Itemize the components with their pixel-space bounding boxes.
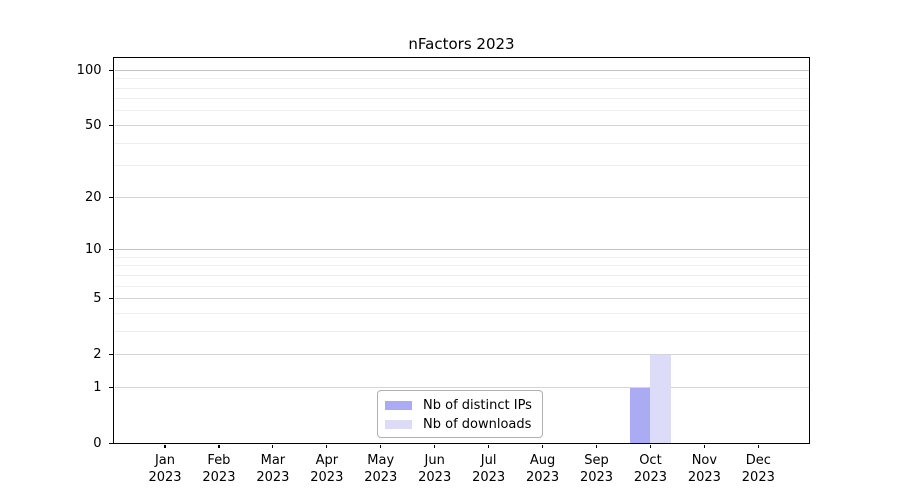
y-tick-label: 100	[76, 62, 102, 78]
x-tick	[488, 444, 490, 449]
x-tick-label: Aug 2023	[526, 453, 560, 485]
x-tick	[380, 444, 382, 449]
y-tick	[109, 69, 114, 71]
x-tick	[757, 444, 759, 449]
y-tick-label: 5	[93, 291, 102, 307]
legend-item-distinct-ips: Nb of distinct IPs	[378, 396, 542, 415]
x-tick-label: Jul 2023	[472, 453, 506, 485]
y-gridline-major	[114, 196, 809, 198]
y-tick-label: 2	[93, 347, 102, 363]
y-gridline-major	[114, 298, 809, 300]
y-gridline-minor	[114, 330, 809, 332]
y-tick	[109, 354, 114, 356]
x-tick-label: Apr 2023	[310, 453, 344, 485]
y-tick-label: 1	[93, 380, 102, 396]
y-tick-label: 10	[84, 242, 102, 258]
x-tick	[434, 444, 436, 449]
bar-nb-of-distinct-ips-oct-2023	[629, 387, 651, 444]
x-tick-label: Nov 2023	[687, 453, 721, 485]
x-tick	[164, 444, 166, 449]
x-tick	[272, 444, 274, 449]
y-gridline-minor	[114, 98, 809, 100]
y-gridline-major	[114, 387, 809, 389]
legend: Nb of distinct IPs Nb of downloads	[377, 390, 543, 438]
y-tick	[109, 298, 114, 300]
plot-area	[113, 57, 810, 444]
y-tick	[109, 443, 114, 445]
y-gridline-minor	[114, 78, 809, 80]
y-tick	[109, 124, 114, 127]
y-gridline-major	[114, 354, 809, 356]
y-tick	[109, 248, 114, 251]
y-gridline-major	[114, 124, 809, 126]
legend-label-downloads: Nb of downloads	[423, 417, 532, 432]
chart-title: nFactors 2023	[408, 35, 515, 53]
bar-nb-of-downloads-oct-2023	[650, 354, 672, 444]
y-gridline-minor	[114, 165, 809, 167]
y-gridline-minor	[114, 285, 809, 287]
x-tick	[595, 444, 598, 449]
legend-swatch-downloads-icon	[385, 419, 412, 430]
x-tick	[218, 444, 220, 449]
legend-label-distinct-ips: Nb of distinct IPs	[423, 398, 532, 413]
x-tick-label: May 2023	[364, 453, 398, 485]
y-tick	[109, 196, 114, 198]
y-gridline-minor	[114, 142, 809, 144]
y-tick	[109, 386, 114, 389]
y-gridline-minor	[114, 265, 809, 267]
y-gridline-minor	[114, 87, 809, 89]
y-tick-label: 20	[84, 189, 102, 205]
legend-item-downloads: Nb of downloads	[378, 415, 542, 434]
x-tick-label: Mar 2023	[256, 453, 290, 485]
y-gridline-minor	[114, 312, 809, 314]
y-tick-label: 0	[93, 436, 102, 452]
legend-swatch-distinct-ips-icon	[385, 400, 412, 411]
y-gridline-minor	[114, 274, 809, 276]
y-gridline-major	[114, 249, 809, 251]
x-tick-label: Sep 2023	[579, 453, 614, 485]
x-tick-label: Dec 2023	[741, 453, 775, 485]
x-tick-label: Feb 2023	[202, 453, 236, 485]
y-gridline-minor	[114, 110, 809, 112]
y-gridline-major	[114, 69, 809, 71]
x-tick	[326, 444, 328, 449]
y-gridline-minor	[114, 256, 809, 258]
x-tick	[649, 444, 652, 449]
x-tick	[703, 444, 705, 449]
x-tick-label: Oct 2023	[633, 453, 667, 485]
x-tick-label: Jun 2023	[418, 453, 452, 485]
x-tick-label: Jan 2023	[148, 453, 182, 485]
x-tick	[541, 444, 544, 449]
y-tick-label: 50	[84, 117, 102, 133]
